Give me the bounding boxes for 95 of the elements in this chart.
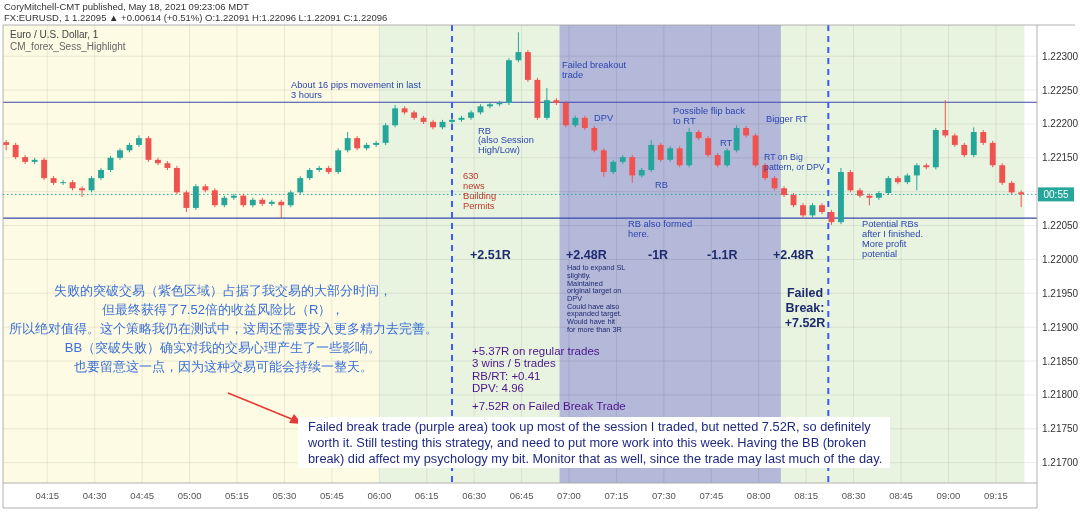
text: 00:55 bbox=[1043, 188, 1069, 200]
x-tick-label: 05:45 bbox=[319, 490, 344, 501]
annotation: +5.37R on regular trades 3 wins / 5 trades RB/RT: +0.41 DPV: 4.96 bbox=[472, 344, 600, 395]
candlestick bbox=[629, 154, 636, 184]
x-tick-label: 05:30 bbox=[272, 490, 297, 501]
x-tick-label: 07:15 bbox=[604, 490, 629, 501]
candlestick bbox=[600, 147, 607, 178]
x-tick-label: 08:45 bbox=[889, 490, 913, 501]
annotation: Failed Break: +7.52R bbox=[784, 285, 826, 330]
candlestick bbox=[41, 157, 48, 181]
annotation: About 16 pips movement in last 3 hours bbox=[291, 79, 422, 100]
annotation: RB bbox=[655, 179, 668, 190]
y-tick-label: 1.22050 bbox=[1042, 220, 1079, 232]
annotation: RB (also Session High/Low) bbox=[478, 125, 534, 155]
y-tick-label: 1.22000 bbox=[1042, 253, 1079, 265]
x-tick-label: 07:30 bbox=[651, 490, 676, 501]
annotation: +2.48R bbox=[773, 247, 814, 262]
candlestick bbox=[392, 104, 399, 128]
candlestick bbox=[278, 199, 285, 219]
x-tick-label: 06:00 bbox=[367, 490, 392, 501]
x-tick-label: 06:15 bbox=[414, 490, 439, 501]
x-tick-label: 09:15 bbox=[984, 490, 1008, 501]
annotation: CM_forex_Sess_Highlight bbox=[10, 41, 126, 52]
x-tick-label: 08:30 bbox=[841, 490, 866, 501]
annotation: +7.52R on Failed Break Trade bbox=[472, 399, 626, 412]
annotation: 所以绝对值得。这个策略我仍在测试中，这周还需要投入更多精力去完善。 bbox=[8, 321, 438, 336]
candlestick bbox=[942, 99, 949, 138]
y-tick-label: 1.21700 bbox=[1042, 457, 1079, 469]
x-tick-label: 07:00 bbox=[557, 490, 581, 501]
candlestick bbox=[676, 145, 683, 168]
annotation: RB also formed here. bbox=[628, 218, 693, 239]
y-tick-label: 1.21750 bbox=[1042, 423, 1079, 435]
x-tick-label: 04:30 bbox=[82, 490, 107, 501]
annotation: Bigger RT bbox=[766, 113, 808, 124]
candlestick bbox=[155, 157, 161, 166]
candlestick bbox=[515, 31, 522, 63]
candlestick bbox=[657, 142, 664, 163]
annotation: +2.48R bbox=[566, 247, 607, 262]
annotation: 失败的突破交易（紫色区域）占据了我交易的大部分时间， bbox=[54, 283, 392, 298]
candlestick bbox=[335, 147, 342, 175]
candlestick bbox=[591, 125, 598, 153]
y-tick-label: 1.21850 bbox=[1042, 355, 1079, 367]
x-tick-label: 04:15 bbox=[35, 490, 60, 501]
candlestick bbox=[449, 117, 455, 125]
y-tick-label: 1.22300 bbox=[1042, 50, 1079, 62]
annotation: Failed breakout trade bbox=[562, 59, 627, 80]
x-tick-label: 04:45 bbox=[130, 490, 155, 501]
candlestick bbox=[989, 140, 996, 168]
annotation: Euro / U.S. Dollar, 1 bbox=[10, 29, 99, 40]
y-tick-label: 1.21950 bbox=[1042, 287, 1079, 299]
annotation: -1R bbox=[648, 247, 669, 262]
annotation: BB（突破失败）确实对我的交易心理产生了一些影响。 bbox=[64, 340, 382, 355]
candlestick bbox=[733, 124, 740, 153]
annotation: Possible flip back to RT bbox=[673, 105, 746, 126]
annotation: -1.1R bbox=[707, 247, 738, 262]
x-tick-label: 08:15 bbox=[794, 490, 819, 501]
candlestick bbox=[373, 140, 380, 148]
x-tick-label: 05:00 bbox=[177, 490, 202, 501]
annotation: RT bbox=[720, 137, 733, 148]
annotation: 630 news Building Permits bbox=[463, 170, 497, 211]
y-tick-label: 1.22250 bbox=[1042, 84, 1079, 96]
chart-title: CoryMitchell-CMT published, May 18, 2021 09:23:06 MDT bbox=[4, 1, 250, 12]
y-tick-label: 1.22200 bbox=[1042, 118, 1079, 130]
candlestick bbox=[60, 179, 67, 186]
chart-subtitle: FX:EURUSD, 1 1.22095 ▲ +0.00614 (+0.51%) O:1.22091 H:1.22096 L:1.22091 C:1.22096 bbox=[4, 12, 388, 23]
annotation: Potential RBs after I finished. More profit potential bbox=[862, 218, 923, 259]
candlestick bbox=[847, 169, 854, 193]
candlestick bbox=[894, 175, 901, 185]
candlestick bbox=[705, 135, 712, 158]
annotation: DPV bbox=[594, 112, 614, 123]
y-tick-label: 1.21800 bbox=[1042, 389, 1079, 401]
x-tick-label: 08:00 bbox=[746, 490, 771, 501]
x-tick-label: 05:15 bbox=[225, 490, 249, 501]
candlestick bbox=[913, 162, 920, 191]
y-tick-label: 1.22150 bbox=[1042, 152, 1079, 164]
annotation: +2.51R bbox=[470, 247, 511, 262]
candlestick bbox=[382, 122, 389, 146]
x-tick-label: 06:30 bbox=[462, 490, 487, 501]
candlestick bbox=[970, 126, 977, 158]
x-tick-label: 09:00 bbox=[936, 490, 961, 501]
candlestick bbox=[344, 131, 351, 153]
candlestick bbox=[562, 100, 569, 128]
candlestick bbox=[79, 185, 85, 198]
candlestick bbox=[183, 189, 190, 213]
x-tick-label: 06:45 bbox=[509, 490, 534, 501]
candlestick bbox=[999, 162, 1006, 186]
annotation: Failed break trade (purple area) took up most of the session I traded, but netted 7.52R, so definitely worth it. Still testing this strategy, and need to put more work into this week. Having the BB (broken break) did affect my psychology my bit. Monitor that as well, since the trade may last much of the day. bbox=[307, 419, 883, 466]
x-tick-label: 07:45 bbox=[699, 490, 724, 501]
annotation: 但最终获得了7.52倍的收益风险比（R）， bbox=[101, 302, 345, 317]
annotation: 也要留意这一点，因为这种交易可能会持续一整天。 bbox=[73, 359, 373, 374]
candlestick bbox=[487, 101, 493, 109]
y-tick-label: 1.21900 bbox=[1042, 321, 1079, 333]
candlestick bbox=[211, 187, 218, 208]
candlestick bbox=[724, 147, 731, 168]
candlestick bbox=[543, 87, 550, 121]
